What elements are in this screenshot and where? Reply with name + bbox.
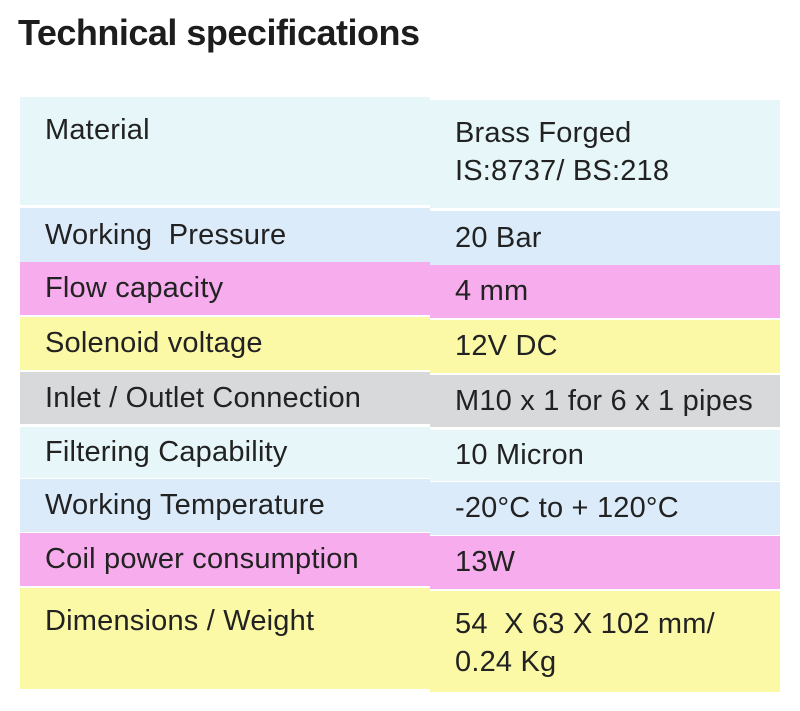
spec-label-cell: Dimensions / Weight (20, 588, 430, 689)
spec-value-cell: M10 x 1 for 6 x 1 pipes (430, 375, 780, 427)
spec-value-cell: 20 Bar (430, 211, 780, 265)
spec-value-cell: 54 X 63 X 102 mm/ 0.24 Kg (430, 591, 780, 692)
spec-values-column: Brass Forged IS:8737/ BS:218 20 Bar 4 mm… (430, 100, 780, 692)
spec-value-cell: 10 Micron (430, 430, 780, 481)
spec-label-cell: Working Pressure (20, 208, 430, 262)
spec-value-cell: Brass Forged IS:8737/ BS:218 (430, 100, 780, 208)
spec-labels-column: Material Working Pressure Flow capacity … (20, 97, 430, 689)
spec-label-cell: Material (20, 97, 430, 205)
spec-label-cell: Coil power consumption (20, 533, 430, 586)
technical-specifications-table: Material Working Pressure Flow capacity … (20, 97, 780, 692)
spec-value-cell: 4 mm (430, 265, 780, 318)
spec-value-cell: -20°C to + 120°C (430, 482, 780, 535)
spec-label-cell: Solenoid voltage (20, 317, 430, 370)
spec-label-cell: Working Temperature (20, 479, 430, 532)
spec-label-cell: Inlet / Outlet Connection (20, 372, 430, 424)
spec-value-cell: 13W (430, 536, 780, 589)
page-title: Technical specifications (18, 12, 420, 53)
spec-label-cell: Filtering Capability (20, 427, 430, 478)
spec-value-cell: 12V DC (430, 320, 780, 373)
spec-label-cell: Flow capacity (20, 262, 430, 315)
